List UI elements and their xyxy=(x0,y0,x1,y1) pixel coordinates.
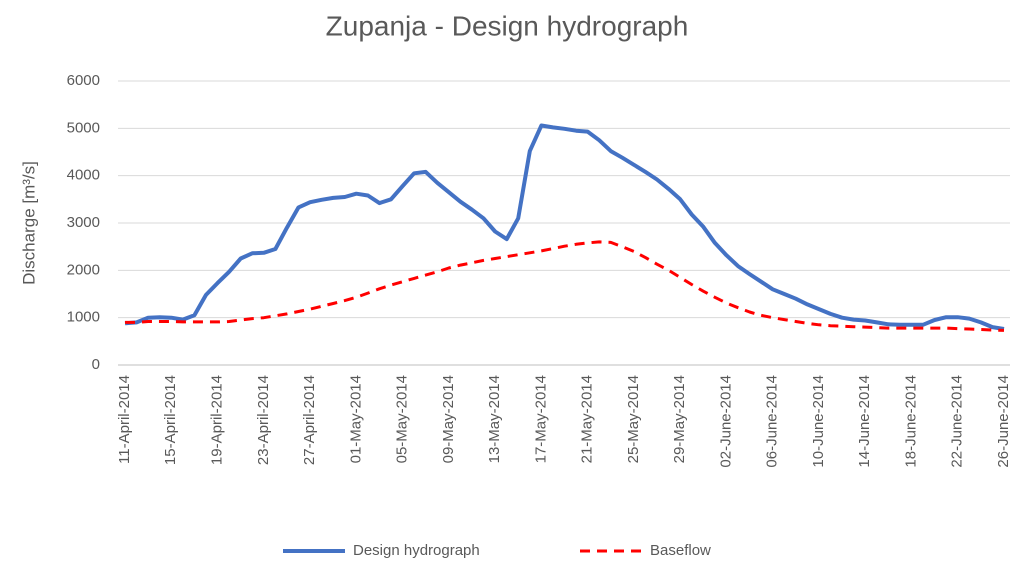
y-tick-label: 2000 xyxy=(67,261,100,278)
y-tick-label: 1000 xyxy=(67,309,100,326)
x-tick-label: 19-April-2014 xyxy=(208,375,225,465)
x-tick-label: 27-April-2014 xyxy=(301,375,318,465)
x-tick-label: 21-May-2014 xyxy=(579,375,596,463)
x-tick-label: 25-May-2014 xyxy=(625,375,642,463)
series-line xyxy=(125,240,1005,332)
x-tick-label: 11-April-2014 xyxy=(116,375,133,464)
x-tick-label: 06-June-2014 xyxy=(764,375,781,468)
x-tick-label: 26-June-2014 xyxy=(995,375,1012,468)
x-tick-label: 10-June-2014 xyxy=(810,375,827,468)
legend-label: Baseflow xyxy=(650,542,711,559)
x-tick-label: 23-April-2014 xyxy=(255,375,272,465)
x-tick-label: 17-May-2014 xyxy=(532,375,549,463)
y-axis-label: Discharge [m³/s] xyxy=(19,161,38,285)
x-tick-label: 29-May-2014 xyxy=(671,375,688,463)
y-tick-label: 3000 xyxy=(67,214,100,231)
x-tick-label: 05-May-2014 xyxy=(394,375,411,463)
x-tick-label: 13-May-2014 xyxy=(486,375,503,463)
x-tick-label: 01-May-2014 xyxy=(347,375,364,463)
legend-label: Design hydrograph xyxy=(353,542,480,559)
y-tick-label: 4000 xyxy=(67,167,100,184)
x-tick-label: 14-June-2014 xyxy=(856,375,873,468)
y-tick-label: 6000 xyxy=(67,72,100,89)
x-tick-label: 15-April-2014 xyxy=(162,375,179,465)
series-line xyxy=(124,123,1005,331)
y-tick-label: 0 xyxy=(92,356,100,373)
x-tick-label: 09-May-2014 xyxy=(440,375,457,463)
chart-title: Zupanja - Design hydrograph xyxy=(326,10,689,41)
x-tick-label: 02-June-2014 xyxy=(717,375,734,468)
y-tick-label: 5000 xyxy=(67,119,100,136)
x-tick-label: 22-June-2014 xyxy=(949,375,966,468)
x-tick-label: 18-June-2014 xyxy=(902,375,919,468)
